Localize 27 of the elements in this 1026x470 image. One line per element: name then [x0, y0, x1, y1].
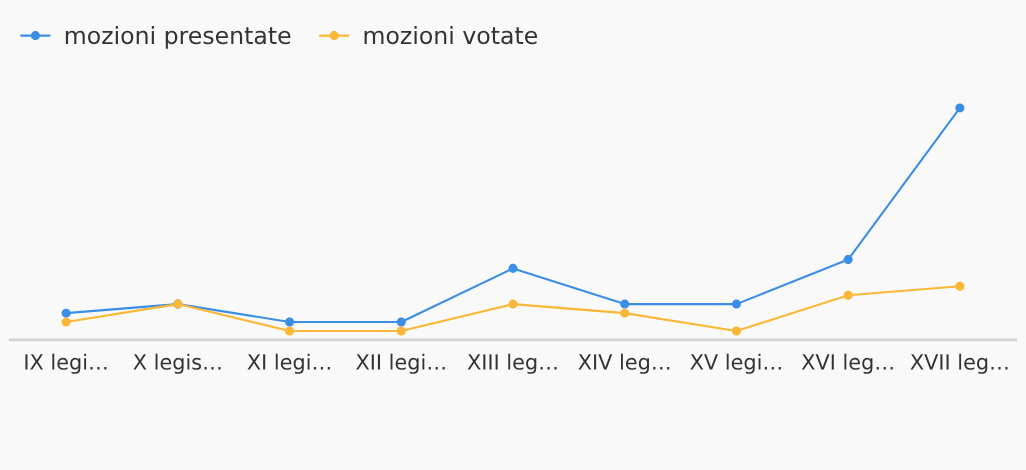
point [620, 308, 630, 318]
x-tick-label: IX legi… [25, 353, 107, 374]
point [396, 317, 406, 327]
x-tick-label: XIII leg… [467, 353, 557, 374]
point [396, 326, 406, 336]
point [843, 255, 853, 265]
point [731, 326, 741, 336]
x-tick-label: XVI leg… [801, 353, 893, 374]
point [285, 317, 295, 327]
point [508, 299, 518, 309]
legend-label: mozioni votate [364, 25, 537, 45]
legend-label: mozioni presentate [65, 25, 291, 49]
point [61, 308, 71, 318]
point [620, 299, 630, 309]
point [955, 103, 965, 113]
point [843, 290, 853, 300]
point [285, 326, 295, 336]
x-tick-label: XII legi… [356, 353, 445, 374]
point [731, 299, 741, 309]
x-tick-label: XVII leg… [910, 353, 1008, 374]
point [508, 263, 518, 273]
point [61, 317, 71, 327]
x-tick-label: X legis… [133, 353, 221, 374]
x-tick-label: XIV leg… [578, 353, 670, 374]
x-tick-label: XV legi… [690, 353, 781, 374]
x-tick-label: XI legi… [247, 353, 330, 374]
point [955, 281, 965, 291]
